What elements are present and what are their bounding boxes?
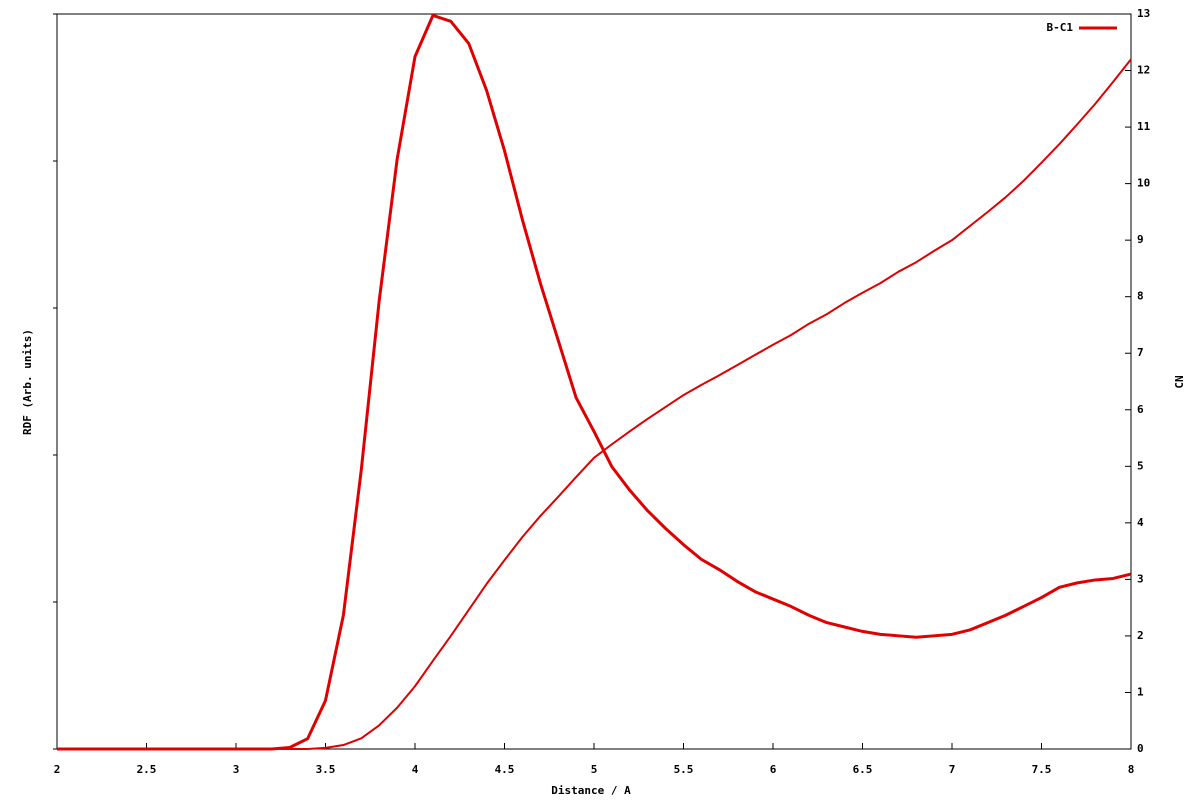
y2-tick-label: 3 [1137,572,1144,585]
x-tick-label: 6.5 [853,763,873,776]
y2-tick-label: 4 [1137,516,1144,529]
x-axis-label: Distance / A [551,784,631,797]
y2-tick-label: 5 [1137,459,1144,472]
y2-tick-label: 11 [1137,120,1151,133]
y2-tick-label: 0 [1137,742,1144,755]
y2-tick-label: 2 [1137,629,1144,642]
y2-tick-label: 1 [1137,685,1144,698]
x-tick-label: 3.5 [316,763,336,776]
x-tick-label: 4 [412,763,419,776]
plot-frame [56,13,1132,750]
x-tick-label: 6 [770,763,777,776]
x-tick-label: 2.5 [137,763,157,776]
y2-tick-label: 6 [1137,403,1144,416]
y2-tick-label: 10 [1137,177,1150,190]
y2-tick-label: 12 [1137,64,1150,77]
x-tick-label: 5.5 [674,763,694,776]
series-line [57,58,1132,750]
x-tick-label: 4.5 [495,763,515,776]
y-axis-label: RDF (Arb. units) [21,329,34,435]
x-tick-label: 8 [1128,763,1135,776]
legend-label: B-C1 [1047,21,1074,34]
y2-tick-label: 13 [1137,7,1150,20]
x-tick-label: 3 [233,763,240,776]
x-tick-label: 5 [591,763,598,776]
x-tick-label: 7.5 [1032,763,1052,776]
y2-axis-label: CN [1173,375,1186,388]
y2-tick-label: 7 [1137,346,1144,359]
x-tick-label: 7 [949,763,956,776]
y2-tick-label: 8 [1137,290,1144,303]
x-tick-label: 2 [54,763,61,776]
series-line [57,13,1132,751]
y2-tick-label: 9 [1137,233,1144,246]
